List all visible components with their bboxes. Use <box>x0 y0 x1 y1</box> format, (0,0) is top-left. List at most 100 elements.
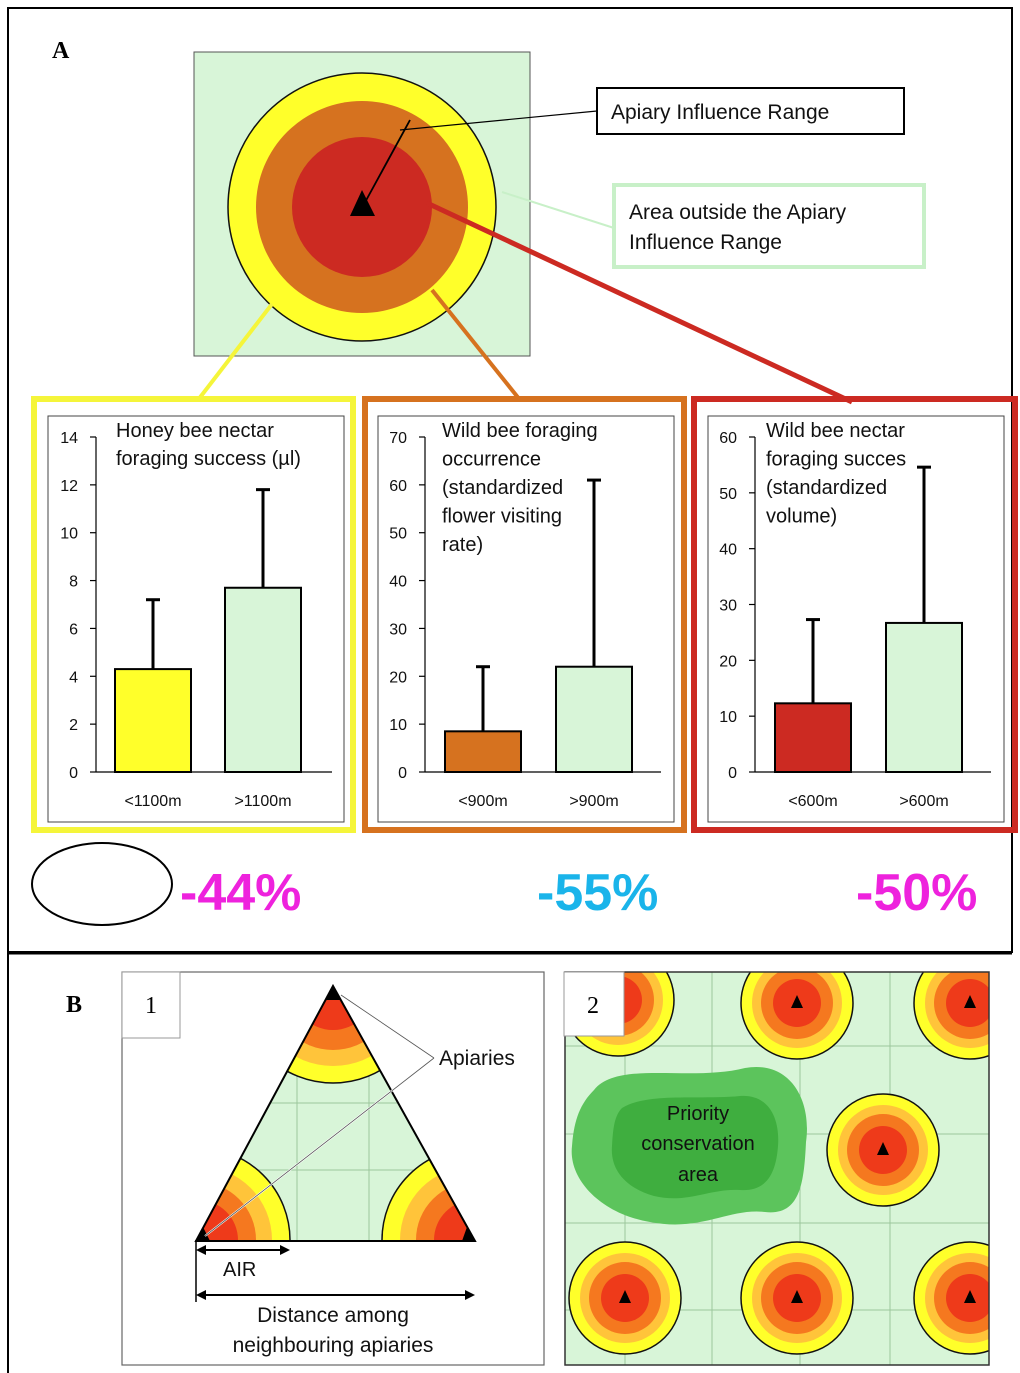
radius-line <box>362 119 411 207</box>
y-tick-label: 50 <box>389 526 407 543</box>
apiary-target <box>740 972 854 1060</box>
x-tick-label: <600m <box>788 793 837 810</box>
connector-yellow <box>196 302 274 402</box>
chart-title-line: rate) <box>442 534 483 556</box>
sub-panel-2-number-box <box>563 971 625 1037</box>
apiary-icon-top <box>326 986 340 1000</box>
chart-honey-bee-nectar: 0 2 4 6 8 10 12 14 <1100m >1100m Honey bee nectar f… <box>31 396 356 833</box>
percent-change-1: -44% <box>180 864 301 922</box>
y-tick-label: 60 <box>719 430 737 447</box>
outside-range-label-line1: Area outside the Apiary <box>629 201 847 224</box>
y-tick-label: 40 <box>389 574 407 591</box>
apiary-triangle-icon <box>619 1290 631 1303</box>
distance-arrow-left-head <box>196 1290 206 1300</box>
y-tick-label: 30 <box>389 621 407 638</box>
apiary-triangle-icon <box>791 1290 803 1303</box>
y-tick-label: 20 <box>719 653 737 670</box>
y-tick-label: 10 <box>719 709 737 726</box>
chart-title-line: Wild bee foraging <box>442 420 598 442</box>
connector-red <box>425 200 854 405</box>
connector-orange <box>430 288 522 402</box>
y-tick-label: 0 <box>728 765 737 782</box>
distance-label-line1: Distance among <box>257 1304 409 1327</box>
y-tick-label: 10 <box>60 526 78 543</box>
bar <box>885 621 963 773</box>
chart-title-line: (standardized <box>766 477 887 499</box>
apiaries-pointer-top-edge <box>340 994 435 1059</box>
panel-b: B <box>7 951 1012 1373</box>
chart-frame <box>362 396 687 833</box>
apiaries-pointer-left-edge <box>204 1057 435 1237</box>
apiary-triangle-icon <box>350 190 375 216</box>
percent-change-3: -50% <box>856 864 977 922</box>
y-tick-label: 20 <box>389 669 407 686</box>
y-tick-label: 8 <box>69 574 78 591</box>
chart-title-line: flower visiting <box>442 506 562 528</box>
y-tick-label: 2 <box>69 717 78 734</box>
apiary-triangle-icon <box>877 1142 889 1155</box>
priority-label-line3: area <box>678 1164 719 1186</box>
chart-title-line: volume) <box>766 506 837 528</box>
air-arrow-right-head <box>280 1245 290 1255</box>
apiary-triangle-icon <box>964 995 976 1008</box>
panel-a-letter: A <box>52 38 70 64</box>
bar <box>555 665 633 774</box>
y-tick-label: 40 <box>719 542 737 559</box>
chart-frame <box>691 396 1018 833</box>
apiaries-label: Apiaries <box>439 1047 515 1070</box>
panel-a: A Apiary Influence Range Area outside th… <box>7 7 1018 953</box>
priority-area-inner <box>611 1095 779 1199</box>
percent-change-2: -55% <box>537 864 658 922</box>
bar <box>114 668 192 773</box>
bar <box>444 730 522 773</box>
sub-panel-2-number: 2 <box>587 993 599 1019</box>
x-tick-label: >1100m <box>234 793 291 810</box>
y-tick-label: 0 <box>69 765 78 782</box>
chart-title-line: Honey bee nectar <box>116 420 274 442</box>
chart-title-line: (standardized <box>442 477 563 499</box>
empty-ellipse <box>31 842 173 926</box>
air-label: AIR <box>223 1259 256 1281</box>
y-tick-label: 50 <box>719 486 737 503</box>
y-tick-label: 6 <box>69 621 78 638</box>
panel-b-letter: B <box>66 992 82 1018</box>
apiary-range-label: Apiary Influence Range <box>611 101 829 124</box>
priority-label-line2: conservation <box>641 1133 754 1155</box>
apiary-icon-left <box>197 1227 210 1241</box>
y-tick-label: 30 <box>719 598 737 615</box>
apiary-target <box>826 1093 940 1207</box>
y-tick-label: 0 <box>398 765 407 782</box>
priority-label-line1: Priority <box>667 1103 729 1125</box>
sub-panel-1-number-box <box>121 971 181 1039</box>
x-tick-label: >600m <box>899 793 948 810</box>
y-tick-label: 10 <box>389 717 407 734</box>
apiary-label-pointer <box>399 110 598 131</box>
y-tick-label: 12 <box>60 478 78 495</box>
chart-wild-bee-nectar: 0 10 20 30 40 50 60 <600m >600m Wild bee nectar fo… <box>691 396 1018 833</box>
sub-panel-1-number: 1 <box>145 993 157 1019</box>
chart-title-line: Wild bee nectar <box>766 420 905 442</box>
apiary-target <box>740 1241 854 1355</box>
outside-label-pointer <box>501 191 615 229</box>
bar <box>224 586 302 773</box>
sub-panel-triangle: Apiaries AIR Distance among neighbouring… <box>121 971 545 1366</box>
chart-frame <box>31 396 356 833</box>
y-tick-label: 14 <box>60 430 78 447</box>
y-tick-label: 70 <box>389 430 407 447</box>
outside-range-label-box <box>612 183 926 269</box>
distance-label-line2: neighbouring apiaries <box>233 1334 434 1357</box>
x-tick-label: <1100m <box>124 793 181 810</box>
chart-wild-bee-occurrence: 0 10 20 30 40 50 60 70 <900m >900m Wild bee foragi… <box>362 396 687 833</box>
chart-title-line: occurrence <box>442 449 541 471</box>
chart-title-line: foraging succes <box>766 449 906 471</box>
y-tick-label: 60 <box>389 478 407 495</box>
sub-panel-grid-map: Priority conservation area 2 <box>563 971 990 1366</box>
apiary-target <box>568 1241 682 1355</box>
apiary-target <box>913 972 989 1060</box>
distance-arrow-right-head <box>465 1290 475 1300</box>
grid-map-frame <box>564 971 990 1366</box>
apiary-triangle-icon <box>791 995 803 1008</box>
apiary-range-label-box <box>596 87 905 135</box>
triangle-outline <box>194 983 477 1242</box>
